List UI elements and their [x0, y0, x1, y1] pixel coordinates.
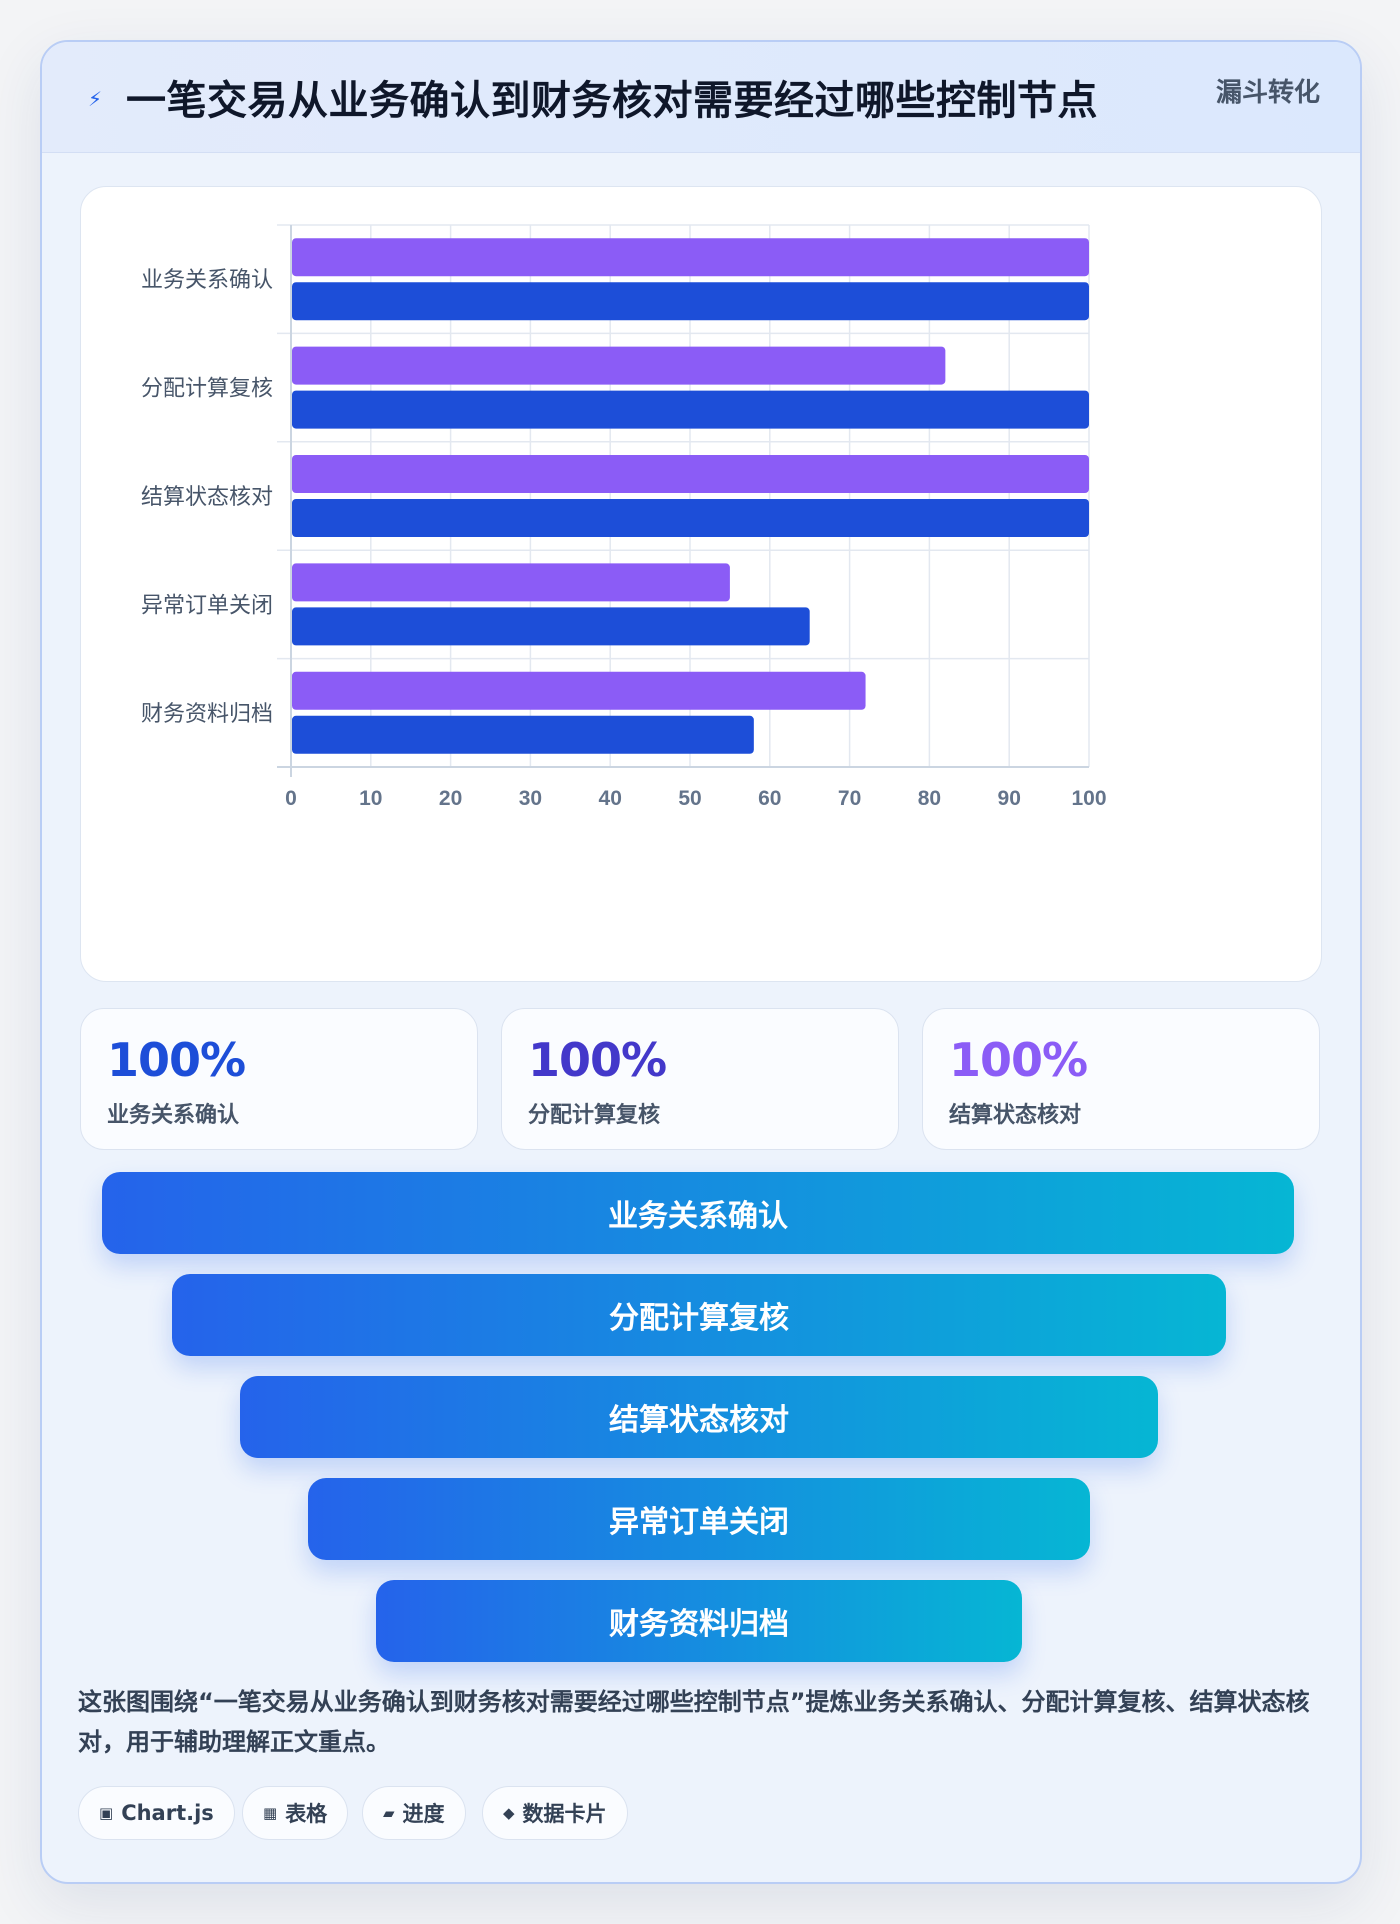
bar: [292, 238, 1089, 277]
bar: [292, 671, 866, 710]
category-label: 财务资料归档: [141, 702, 273, 727]
bar: [292, 282, 1089, 321]
chart-icon: ▣: [99, 1804, 114, 1822]
x-tick-label: 0: [285, 787, 297, 810]
x-tick-label: 50: [678, 787, 701, 810]
bar: [292, 607, 810, 646]
infographic-card: ⚡ 一笔交易从业务确认到财务核对需要经过哪些控制节点 漏斗转化 业务关系确认 分配…: [40, 40, 1362, 1884]
tag-label: 进度: [402, 1802, 445, 1826]
stat-label: 分配计算复核: [528, 1103, 661, 1128]
tag-data-card[interactable]: ◆ 数据卡片: [482, 1786, 628, 1840]
bar: [292, 346, 946, 385]
chart-panel: 业务关系确认 分配计算复核 结算状态核对 异常订单关闭 财务资料归档 0 10 20 30 40 5…: [80, 186, 1322, 982]
progress-icon: ▰: [383, 1804, 395, 1822]
bar: [292, 455, 1089, 493]
x-tick-label: 70: [838, 787, 861, 810]
caption: 这张图围绕“一笔交易从业务确认到财务核对需要经过哪些控制节点”提炼业务关系确认、…: [78, 1688, 1310, 1756]
x-tick-label: 80: [918, 787, 941, 810]
x-tick-label: 10: [359, 787, 382, 810]
funnel-stage: 分配计算复核: [172, 1274, 1226, 1356]
funnel-stage: 业务关系确认: [102, 1172, 1294, 1254]
bar: [292, 390, 1089, 429]
category-label: 结算状态核对: [141, 485, 273, 510]
x-tick-label: 30: [519, 787, 542, 810]
lightning-icon: ⚡: [87, 87, 103, 111]
x-tick-label: 60: [758, 787, 781, 810]
stat-card: 100% 分配计算复核: [501, 1008, 899, 1150]
x-tick-label: 20: [439, 787, 462, 810]
bar: [292, 499, 1089, 537]
page-title: 一笔交易从业务确认到财务核对需要经过哪些控制节点: [126, 78, 1098, 124]
diamond-icon: ◆: [503, 1804, 515, 1822]
tag-label: Chart.js: [121, 1801, 214, 1825]
funnel-stage: 异常订单关闭: [308, 1478, 1090, 1560]
header-tag: 漏斗转化: [1215, 78, 1320, 108]
table-icon: ▦: [263, 1804, 278, 1822]
category-label: 业务关系确认: [141, 268, 273, 293]
bar: [292, 715, 754, 754]
stat-label: 业务关系确认: [107, 1103, 240, 1128]
stat-value: 100%: [949, 1033, 1088, 1087]
category-label: 分配计算复核: [141, 377, 273, 402]
funnel-stage: 财务资料归档: [376, 1580, 1022, 1662]
tag-label: 数据卡片: [522, 1802, 607, 1826]
tag-progress[interactable]: ▰ 进度: [362, 1786, 466, 1840]
bar: [292, 563, 730, 602]
stat-card: 100% 业务关系确认: [80, 1008, 478, 1150]
funnel-stage: 结算状态核对: [240, 1376, 1158, 1458]
stat-card: 100% 结算状态核对: [922, 1008, 1320, 1150]
tag-table[interactable]: ▦ 表格: [242, 1786, 349, 1840]
tag-label: 表格: [285, 1802, 328, 1826]
stat-value: 100%: [107, 1033, 246, 1087]
x-tick-label: 90: [998, 787, 1021, 810]
x-tick-label: 100: [1071, 787, 1106, 810]
stat-cards: 100% 业务关系确认 100% 分配计算复核 100% 结算状态核对: [80, 1008, 1320, 1150]
header: ⚡ 一笔交易从业务确认到财务核对需要经过哪些控制节点 漏斗转化: [42, 42, 1360, 153]
stat-value: 100%: [528, 1033, 667, 1087]
funnel: 业务关系确认 分配计算复核 结算状态核对 异常订单关闭 财务资料归档: [42, 1172, 1360, 1692]
tag-chartjs[interactable]: ▣ Chart.js: [78, 1786, 235, 1840]
stat-label: 结算状态核对: [949, 1103, 1082, 1128]
x-tick-label: 40: [599, 787, 622, 810]
category-label: 异常订单关闭: [141, 593, 273, 618]
